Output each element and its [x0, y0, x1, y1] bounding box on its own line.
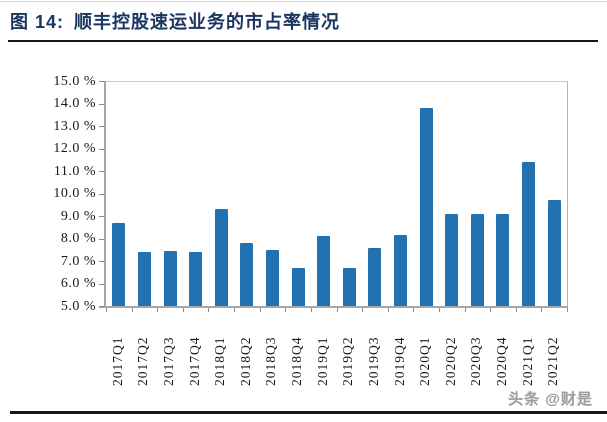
x-axis-tick-mark — [208, 308, 210, 312]
bar-2019Q2 — [342, 267, 356, 306]
x-axis-tick-label: 2017Q4 — [186, 336, 202, 387]
figure-number-label: 图 14: — [10, 12, 65, 32]
bar-2018Q3 — [265, 249, 279, 306]
y-axis-tick-label: 10.0 % — [53, 186, 96, 201]
figure-title-text: 顺丰控股速运业务的市占率情况 — [74, 12, 341, 32]
bar-2017Q4 — [189, 252, 203, 306]
bottom-divider-line — [10, 411, 607, 414]
x-axis-tick-mark — [234, 308, 236, 312]
y-axis-tick-label: 14.0 % — [53, 96, 96, 111]
bar-2021Q1 — [522, 162, 536, 306]
y-axis-tick-label: 13.0 % — [53, 118, 96, 134]
y-axis-tick-mark — [99, 306, 105, 307]
y-axis-tick-mark — [99, 261, 105, 262]
y-axis-tick-mark — [99, 216, 105, 217]
x-axis-tick-label: 2020Q2 — [442, 336, 458, 387]
x-axis-tick-mark — [387, 308, 389, 312]
bar-2018Q2 — [240, 243, 254, 306]
x-axis-tick-label: 2019Q3 — [365, 336, 381, 387]
x-axis-tick-label: 2020Q4 — [493, 336, 509, 387]
x-axis-tick-label: 2019Q1 — [314, 336, 330, 387]
bar-2020Q1 — [419, 108, 433, 306]
x-axis-tick-label: 2020Q3 — [468, 336, 484, 387]
bar-2017Q3 — [163, 250, 177, 306]
y-axis-tick-label: 8.0 % — [60, 231, 96, 246]
y-axis-tick-mark — [99, 171, 105, 172]
bar-2020Q3 — [470, 213, 484, 306]
x-axis-tick-label: 2021Q2 — [545, 336, 561, 387]
y-axis-tick-mark — [99, 193, 105, 195]
bar-2017Q1 — [112, 222, 126, 306]
x-axis-tick-mark — [362, 308, 364, 312]
x-axis-tick-label: 2017Q2 — [135, 336, 151, 387]
y-axis-tick-mark — [99, 81, 105, 82]
y-axis-tick-mark — [99, 148, 105, 150]
x-axis-tick-mark — [413, 308, 415, 312]
figure-title: 图 14: 顺丰控股速运业务的市占率情况 — [10, 8, 340, 34]
y-axis-tick-label: 5.0 % — [60, 298, 96, 314]
y-axis-tick-label: 6.0 % — [60, 276, 96, 291]
x-axis-tick-mark — [336, 308, 338, 312]
x-axis-tick-mark — [490, 308, 492, 312]
x-axis-tick-mark — [438, 308, 440, 312]
x-axis-tick-label: 2018Q1 — [212, 336, 228, 387]
y-axis-tick-label: 15.0 % — [53, 73, 96, 89]
bar-2019Q3 — [368, 247, 382, 306]
x-axis-tick-label: 2019Q2 — [340, 336, 356, 387]
x-axis-tick-mark — [259, 308, 261, 312]
x-axis-tick-mark — [285, 308, 287, 312]
x-axis-tick-mark — [515, 308, 517, 312]
top-divider-line — [0, 1, 607, 2]
y-axis-tick-mark — [99, 238, 105, 240]
y-axis-tick-label: 9.0 % — [60, 208, 96, 224]
bar-2020Q4 — [496, 213, 510, 306]
bar-2020Q2 — [445, 213, 459, 306]
y-axis-tick-mark — [99, 126, 105, 127]
x-axis-tick-mark — [106, 308, 107, 312]
x-axis-tick-mark — [541, 308, 543, 312]
x-axis-tick-label: 2017Q1 — [109, 336, 125, 387]
x-axis-tick-label: 2021Q1 — [519, 336, 535, 387]
x-axis-tick-label: 2018Q3 — [263, 336, 279, 387]
title-underline — [8, 40, 598, 42]
watermark-text: 头条 @财是 — [508, 391, 593, 408]
x-axis-tick-label: 2018Q2 — [237, 336, 253, 387]
x-axis-tick-mark — [464, 308, 466, 312]
x-axis-tick-label: 2018Q4 — [289, 336, 305, 387]
bar-2018Q1 — [214, 209, 228, 306]
bar-2017Q2 — [137, 252, 151, 306]
x-axis-tick-mark — [567, 308, 568, 312]
y-axis-line — [104, 81, 106, 307]
bar-2019Q1 — [317, 236, 331, 306]
y-axis-tick-label: 11.0 % — [53, 163, 96, 179]
y-axis-tick-mark — [99, 103, 105, 105]
x-axis-tick-mark — [182, 308, 184, 312]
x-axis-tick-label: 2020Q1 — [417, 336, 433, 387]
x-axis-line — [99, 306, 568, 308]
bar-chart-plot-area — [106, 81, 568, 307]
x-axis-tick-mark — [131, 308, 133, 312]
x-axis-tick-mark — [157, 308, 159, 312]
x-axis-tick-label: 2019Q4 — [391, 336, 407, 387]
y-axis-tick-mark — [99, 283, 105, 285]
y-axis-tick-label: 12.0 % — [53, 141, 96, 156]
bar-2021Q2 — [547, 200, 561, 306]
bar-2019Q4 — [394, 235, 408, 306]
x-axis-tick-label: 2017Q3 — [161, 336, 177, 387]
y-axis-tick-label: 7.0 % — [60, 253, 96, 269]
bar-2018Q4 — [291, 267, 305, 306]
x-axis-tick-mark — [310, 308, 312, 312]
